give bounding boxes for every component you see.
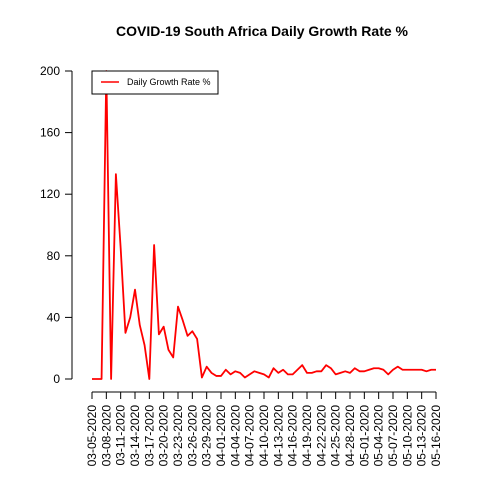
legend: Daily Growth Rate % (91, 70, 219, 95)
x-tick-label-19: 05-01-2020 (357, 405, 371, 467)
x-tick-label-8: 03-29-2020 (200, 405, 214, 467)
series-layer (92, 70, 436, 380)
y-tick-label-0: 0 (53, 372, 60, 386)
x-tick-label-17: 04-25-2020 (329, 405, 343, 467)
y-tick-label-4: 160 (40, 126, 60, 140)
x-tick-label-11: 04-07-2020 (243, 405, 257, 467)
y-tick-label-2: 80 (47, 249, 61, 263)
legend-box (91, 70, 219, 95)
x-tick-label-13: 04-13-2020 (271, 405, 285, 467)
x-tick-label-14: 04-16-2020 (286, 405, 300, 467)
x-tick-label-4: 03-17-2020 (142, 405, 156, 467)
y-tick-label-5: 200 (40, 64, 60, 78)
x-tick-label-1: 03-08-2020 (99, 405, 113, 467)
x-tick-label-10: 04-04-2020 (228, 405, 242, 467)
x-tick-label-24: 05-16-2020 (429, 405, 443, 467)
x-axis: 03-05-2020 03-08-2020 03-11-2020 03-14-2020… (85, 391, 443, 467)
x-tick-label-23: 05-13-2020 (415, 405, 429, 467)
x-tick-label-22: 05-10-2020 (400, 405, 414, 467)
legend-label: Daily Growth Rate % (127, 77, 211, 87)
x-tick-label-16: 04-22-2020 (314, 405, 328, 467)
x-tick-label-3: 03-14-2020 (128, 405, 142, 467)
x-tick-label-0: 03-05-2020 (85, 405, 99, 467)
x-tick-label-20: 05-04-2020 (372, 405, 386, 467)
x-tick-label-9: 04-01-2020 (214, 405, 228, 467)
x-tick-label-5: 03-20-2020 (157, 405, 171, 467)
x-tick-label-2: 03-11-2020 (114, 405, 128, 466)
x-tick-label-21: 05-07-2020 (386, 405, 400, 467)
series-line-0 (92, 70, 436, 380)
y-tick-label-3: 120 (40, 187, 60, 201)
x-tick-label-7: 03-26-2020 (185, 405, 199, 467)
chart-title: COVID-19 South Africa Daily Growth Rate … (116, 23, 409, 39)
x-tick-label-18: 04-28-2020 (343, 405, 357, 467)
x-tick-label-6: 03-23-2020 (171, 405, 185, 467)
y-axis: 0 40 80 120 160 200 (40, 64, 73, 386)
x-tick-label-12: 04-10-2020 (257, 405, 271, 467)
x-tick-label-15: 04-19-2020 (300, 405, 314, 467)
y-tick-label-1: 40 (47, 310, 61, 324)
